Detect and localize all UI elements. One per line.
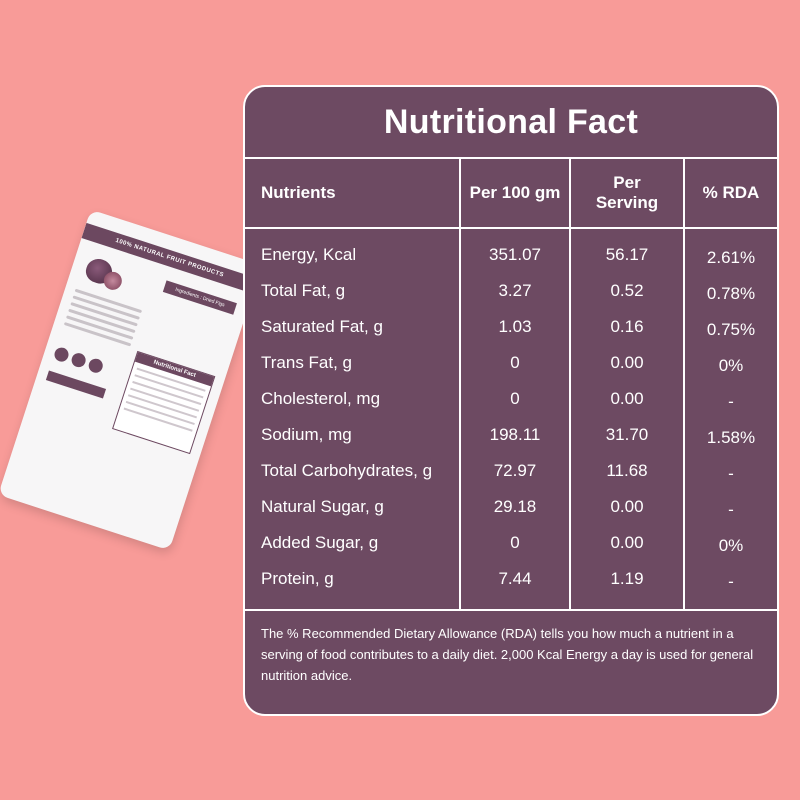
nutrient-name: Added Sugar, g (261, 533, 379, 552)
rda-value: - (728, 500, 734, 519)
table-row: Saturated Fat, g 1.03 0.16 0.75% (245, 309, 777, 345)
column-divider (459, 159, 461, 609)
rda-value: 0.78% (706, 284, 756, 303)
per-100gm-value: 7.44 (498, 569, 532, 588)
table-row: Total Fat, g 3.27 0.52 0.78% (245, 273, 777, 309)
rda-value: 0% (718, 536, 744, 555)
per-serving-value: 0.16 (610, 317, 644, 336)
table-row: Cholesterol, mg 0 0.00 - (245, 381, 777, 417)
per-100gm-value: 1.03 (498, 317, 532, 336)
rda-value: - (728, 392, 734, 411)
per-100gm-value: 0 (510, 533, 520, 552)
column-divider (683, 159, 685, 609)
rda-value: - (728, 572, 734, 591)
table-row: Sodium, mg 198.11 31.70 1.58% (245, 417, 777, 453)
per-100gm-value: 72.97 (493, 461, 537, 480)
header-nutrients: Nutrients (261, 182, 336, 202)
rda-value: 0.75% (706, 320, 756, 339)
table-row: Protein, g 7.44 1.19 - (245, 561, 777, 597)
badge-icon (69, 351, 88, 369)
nutrient-name: Saturated Fat, g (261, 317, 383, 336)
per-100gm-value: 29.18 (493, 497, 537, 516)
per-serving-value: 31.70 (605, 425, 649, 444)
per-serving-value: 0.00 (610, 533, 644, 552)
per-100gm-value: 351.07 (489, 245, 541, 264)
per-serving-value: 0.00 (610, 497, 644, 516)
nutrient-name: Trans Fat, g (261, 353, 353, 372)
header-per-100gm: Per 100 gm (469, 182, 561, 202)
nutrient-name: Energy, Kcal (261, 245, 357, 264)
per-100gm-value: 3.27 (498, 281, 532, 300)
per-serving-value: 0.00 (610, 389, 644, 408)
per-serving-value: 1.19 (610, 569, 644, 588)
table-row: Added Sugar, g 0 0.00 0% (245, 525, 777, 561)
per-100gm-value: 0 (510, 389, 520, 408)
table-row: Trans Fat, g 0 0.00 0% (245, 345, 777, 381)
rda-value: 1.58% (706, 428, 756, 447)
nutrient-name: Total Fat, g (261, 281, 346, 300)
product-pouch-image: 100% NATURAL FRUIT PRODUCTS Ingredients … (0, 209, 262, 551)
nutrient-name: Protein, g (261, 569, 334, 588)
rda-value: 0% (718, 356, 744, 375)
badge-icon (86, 356, 105, 375)
table-row: Natural Sugar, g 29.18 0.00 - (245, 489, 777, 525)
column-divider (569, 159, 571, 609)
rda-value: 2.61% (706, 248, 756, 267)
header-per-serving: Per Serving (595, 172, 659, 212)
pouch-text-lines (63, 288, 143, 351)
pouch-tag (45, 370, 107, 399)
pouch-ingredients-label: Ingredients : Dried Figs (162, 280, 237, 315)
nutrient-name: Cholesterol, mg (261, 389, 381, 408)
pouch-nutrition-panel: Nutritional Fact (112, 350, 216, 455)
nutrient-name: Total Carbohydrates, g (261, 461, 433, 480)
per-serving-value: 0.52 (610, 281, 644, 300)
pouch-icon-row (52, 345, 105, 375)
card-title: Nutritional Fact (245, 87, 777, 159)
per-100gm-value: 198.11 (489, 425, 541, 444)
table-row: Total Carbohydrates, g 72.97 11.68 - (245, 453, 777, 489)
per-serving-value: 0.00 (610, 353, 644, 372)
badge-icon (52, 345, 71, 364)
header-rda: % RDA (702, 182, 760, 202)
per-100gm-value: 0 (510, 353, 520, 372)
nutrient-name: Natural Sugar, g (261, 497, 384, 516)
per-serving-value: 11.68 (606, 461, 648, 480)
rda-value: - (728, 464, 734, 483)
header-divider (245, 227, 777, 229)
table-row: Energy, Kcal 351.07 56.17 2.61% (245, 237, 777, 273)
nutrient-name: Sodium, mg (261, 425, 352, 444)
per-serving-value: 56.17 (605, 245, 649, 264)
footer-divider (245, 609, 777, 611)
nutrition-card: Nutritional Fact Nutrients Per 100 gm Pe… (243, 85, 779, 716)
rda-footnote: The % Recommended Dietary Allowance (RDA… (261, 626, 754, 683)
